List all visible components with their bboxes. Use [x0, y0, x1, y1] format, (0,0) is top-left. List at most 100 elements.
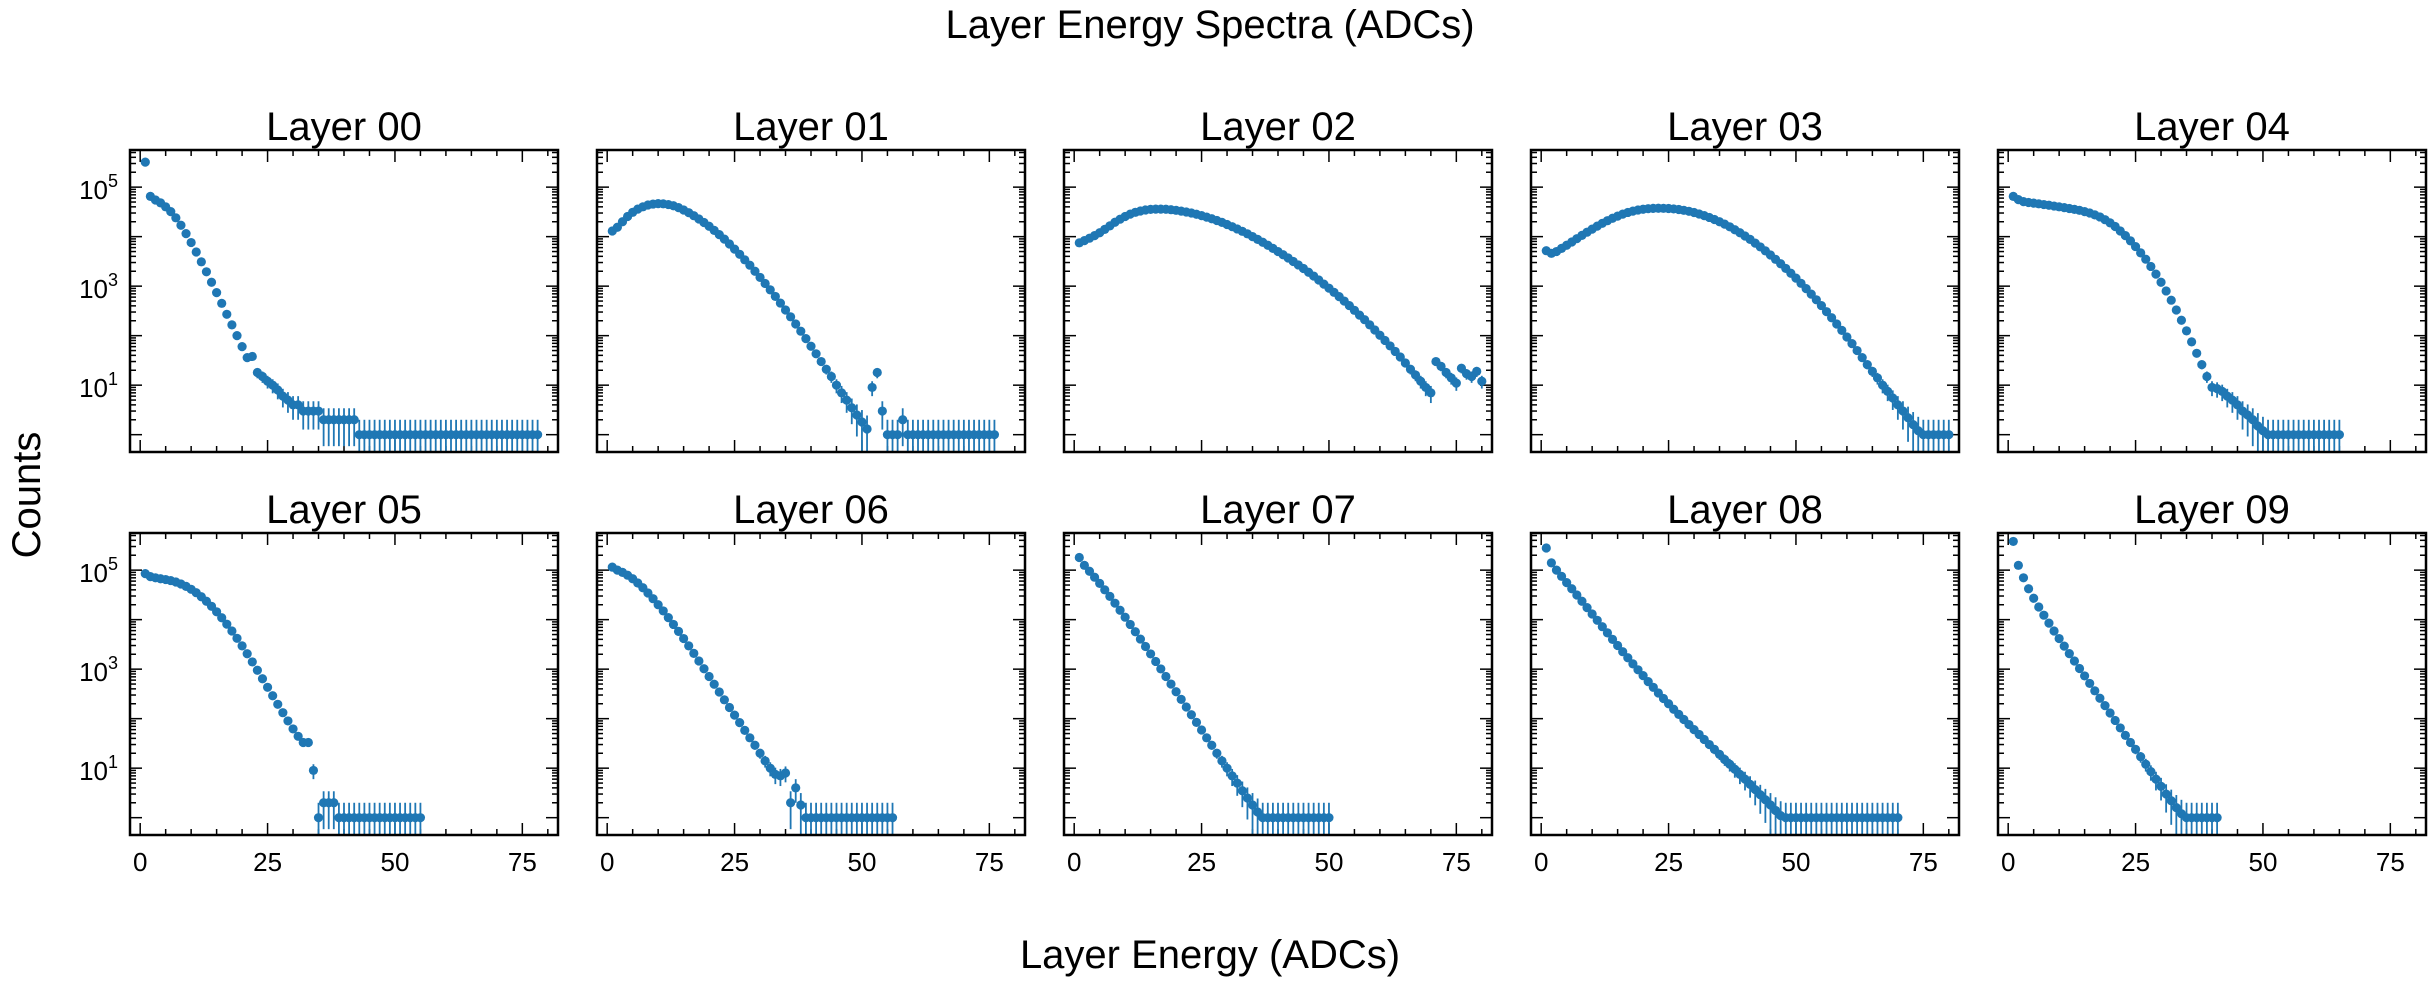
data-point — [679, 633, 689, 644]
x-tick-label: 25 — [2121, 847, 2150, 877]
data-point — [212, 607, 222, 617]
data-point — [1451, 378, 1461, 388]
data-point — [1089, 572, 1100, 582]
data-point — [1324, 813, 1334, 823]
x-tick-label: 25 — [1654, 847, 1683, 877]
data-point — [186, 237, 196, 248]
data-point — [1551, 565, 1562, 575]
data-point — [2202, 371, 2212, 382]
data-point — [2074, 663, 2085, 674]
data-point — [1893, 400, 1903, 410]
data-point — [237, 342, 247, 352]
data-point — [760, 756, 770, 766]
data-point — [1166, 679, 1176, 689]
data-point — [780, 768, 791, 778]
data-point — [709, 679, 719, 689]
data-point — [2080, 671, 2090, 681]
data-point — [313, 813, 324, 823]
series-points — [1541, 203, 1954, 452]
data-point — [1837, 325, 1847, 335]
data-point — [1602, 628, 1613, 638]
data-point — [770, 291, 780, 302]
data-point — [857, 417, 867, 427]
data-point — [1095, 578, 1105, 588]
series-points — [140, 569, 426, 835]
data-point — [283, 716, 293, 726]
data-point — [740, 725, 750, 735]
data-point — [816, 356, 826, 367]
data-point — [1207, 740, 1217, 750]
data-point — [887, 813, 898, 823]
data-point — [989, 430, 1000, 440]
x-tick-label: 0 — [133, 847, 147, 877]
data-point — [1572, 590, 1582, 600]
x-tick-label: 25 — [1187, 847, 1216, 877]
figure-suptitle: Layer Energy Spectra (ADCs) — [945, 3, 1474, 47]
data-point — [2156, 781, 2166, 791]
data-point — [1562, 577, 1572, 588]
panel-05: Layer 05 101 103 105 0 25 50 75 — [79, 488, 560, 877]
data-point — [2039, 610, 2049, 620]
data-point — [1120, 612, 1130, 622]
data-point — [694, 656, 704, 666]
data-point — [1426, 388, 1436, 398]
panel-00: Layer 00 101 103 105 — [79, 105, 560, 454]
data-point — [1416, 376, 1426, 386]
data-point — [1567, 584, 1577, 594]
data-point — [836, 388, 847, 398]
data-point — [826, 371, 836, 382]
data-point — [1862, 360, 1872, 370]
data-point — [2161, 286, 2171, 296]
y-tick-label: 101 — [79, 369, 118, 403]
data-point — [181, 229, 191, 239]
data-point — [791, 783, 801, 793]
data-point — [2181, 326, 2192, 336]
data-point — [1903, 413, 1913, 423]
data-point — [2105, 708, 2115, 718]
data-point — [821, 364, 831, 374]
data-point — [293, 731, 303, 741]
data-point — [673, 626, 684, 636]
data-point — [755, 748, 765, 758]
y-tick-label: 105 — [79, 554, 118, 588]
data-point — [2120, 730, 2130, 740]
panel-03: Layer 03 — [1529, 105, 1961, 454]
data-point — [329, 798, 339, 808]
data-point — [206, 277, 217, 287]
panel-09: Layer 09 0 25 50 75 — [1996, 488, 2428, 877]
data-point — [775, 298, 786, 308]
data-point — [806, 341, 816, 351]
data-point — [1074, 552, 1084, 563]
data-point — [2059, 641, 2069, 651]
data-point — [262, 682, 273, 692]
data-point — [293, 400, 303, 410]
data-point — [533, 430, 543, 440]
data-point — [2049, 626, 2059, 636]
data-point — [232, 633, 242, 643]
data-point — [308, 765, 319, 776]
data-point — [2171, 305, 2181, 315]
data-point — [898, 415, 908, 425]
data-point — [2013, 560, 2023, 570]
data-point — [1857, 353, 1867, 363]
data-point — [1944, 430, 1954, 440]
x-tick-label: 0 — [600, 847, 614, 877]
data-point — [831, 380, 842, 390]
data-point — [2212, 813, 2222, 823]
data-point — [2187, 337, 2197, 347]
data-point — [893, 430, 903, 440]
data-point — [1842, 332, 1852, 342]
x-tick-label: 75 — [2376, 847, 2405, 877]
data-point — [1186, 710, 1196, 720]
data-point — [1222, 763, 1232, 773]
data-point — [2018, 573, 2029, 583]
axes-frame — [595, 531, 1027, 837]
data-point — [714, 687, 724, 697]
series-points — [1074, 204, 1487, 404]
data-point — [653, 600, 663, 610]
data-point — [171, 213, 181, 223]
x-tick-label: 25 — [253, 847, 282, 877]
data-point — [2156, 277, 2166, 287]
